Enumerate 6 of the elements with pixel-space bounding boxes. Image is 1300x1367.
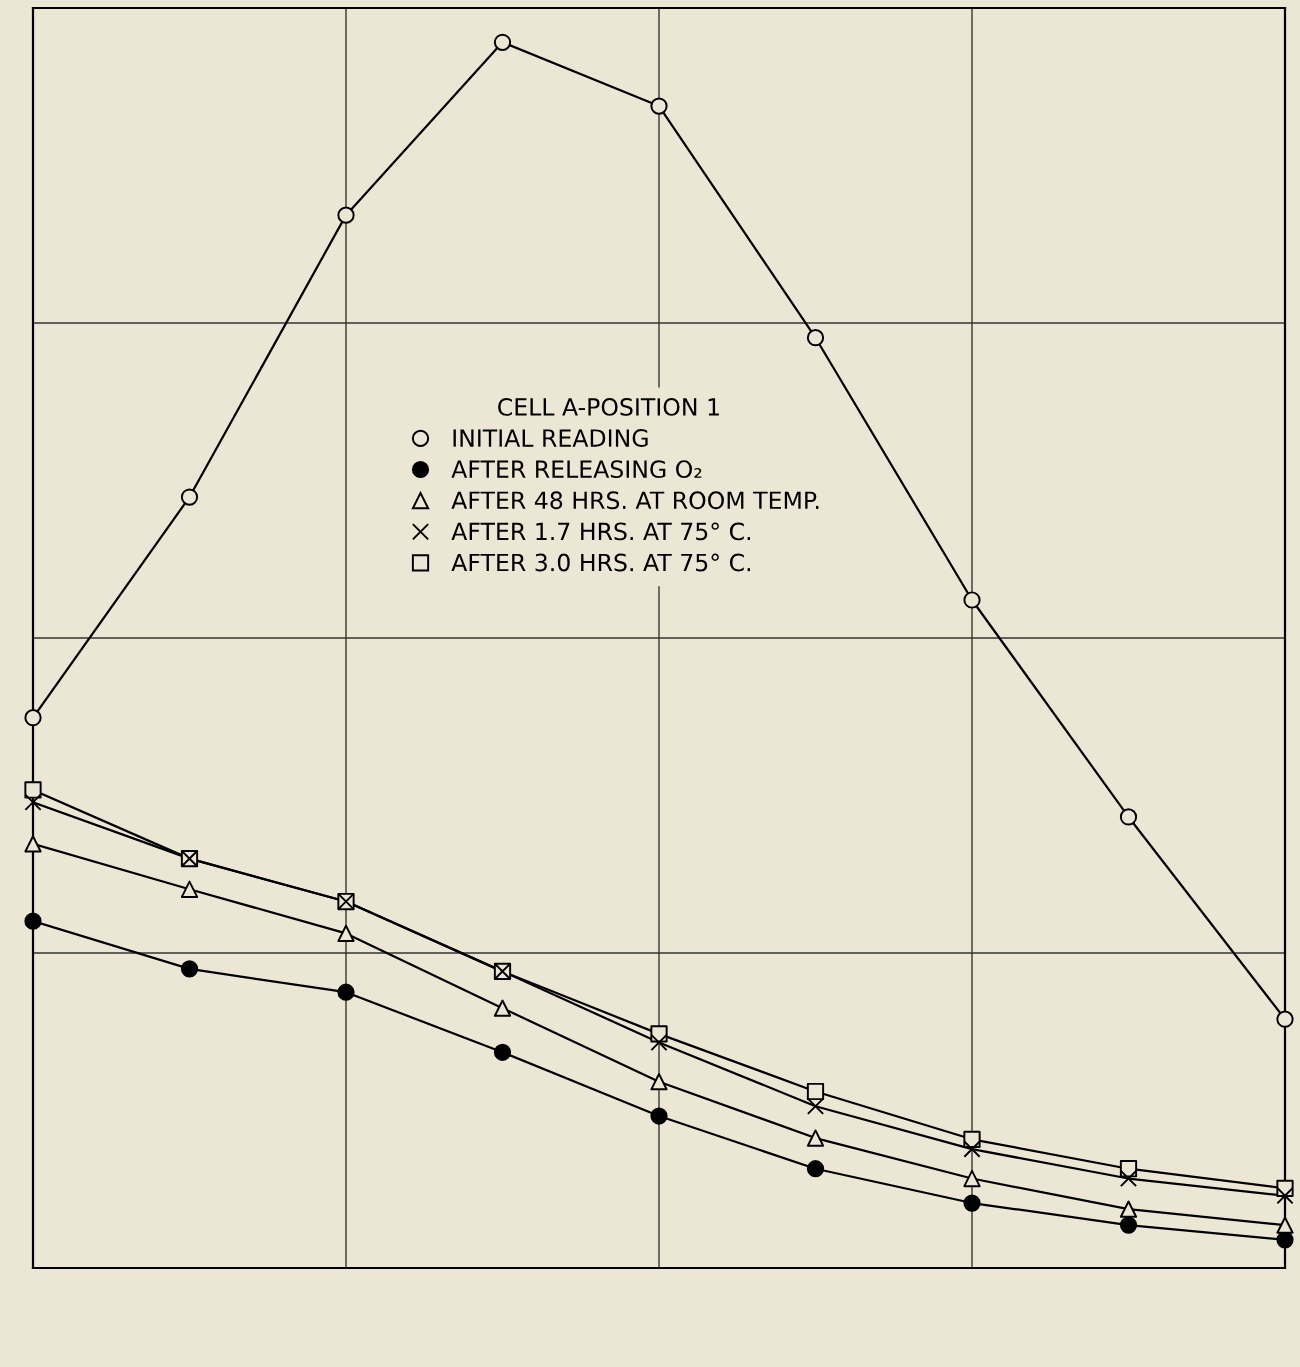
legend-label: AFTER RELEASING O₂ [451,460,702,479]
legend-label: AFTER 3.0 HRS. AT 75° C. [451,553,751,572]
legend-title: CELL A-POSITION 1 [498,398,719,416]
legend-label: INITIAL READING [453,429,648,447]
legend-label: AFTER 48 HRS. AT ROOM TEMP. [451,491,819,510]
legend-label: AFTER 1.7 HRS. AT 75° C. [451,522,751,541]
